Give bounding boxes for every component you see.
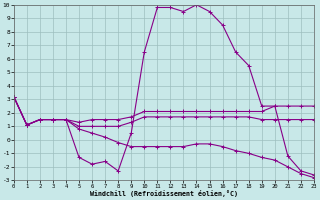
X-axis label: Windchill (Refroidissement éolien,°C): Windchill (Refroidissement éolien,°C) (90, 190, 238, 197)
